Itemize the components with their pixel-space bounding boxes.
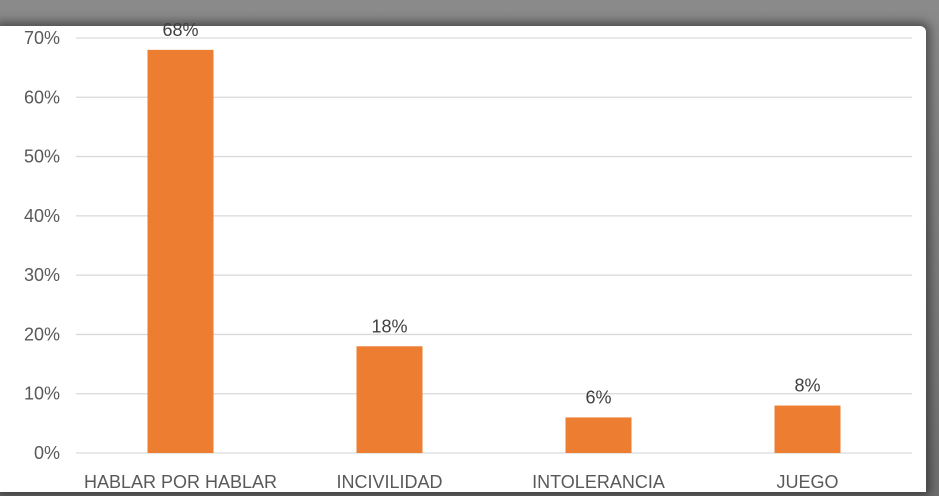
y-axis-tick-labels: 0% 10% 20% 30% 40% 50% 60% 70% <box>24 28 60 463</box>
data-label: 68% <box>162 20 198 40</box>
y-tick-label: 30% <box>24 265 60 285</box>
y-tick-label: 70% <box>24 28 60 48</box>
bar <box>565 417 632 453</box>
x-category-label: INCIVILIDAD <box>336 472 442 492</box>
y-tick-label: 40% <box>24 206 60 226</box>
bar <box>356 346 423 453</box>
gridlines <box>76 37 912 454</box>
x-axis-category-labels: HABLAR POR HABLAR INCIVILIDAD INTOLERANCIA… <box>84 472 839 492</box>
x-category-label: HABLAR POR HABLAR <box>84 472 277 492</box>
x-category-label: JUEGO <box>776 472 838 492</box>
y-tick-label: 20% <box>24 324 60 344</box>
y-tick-label: 60% <box>24 87 60 107</box>
data-label: 8% <box>794 376 820 396</box>
bar <box>774 405 841 453</box>
y-tick-label: 50% <box>24 147 60 167</box>
x-category-label: INTOLERANCIA <box>532 472 665 492</box>
data-label: 6% <box>585 387 611 407</box>
data-labels: 68% 18% 6% 8% <box>162 20 820 408</box>
bars <box>147 49 841 453</box>
data-label: 18% <box>371 316 407 336</box>
bar <box>147 49 214 453</box>
y-tick-label: 10% <box>24 384 60 404</box>
y-tick-label: 0% <box>34 443 60 463</box>
